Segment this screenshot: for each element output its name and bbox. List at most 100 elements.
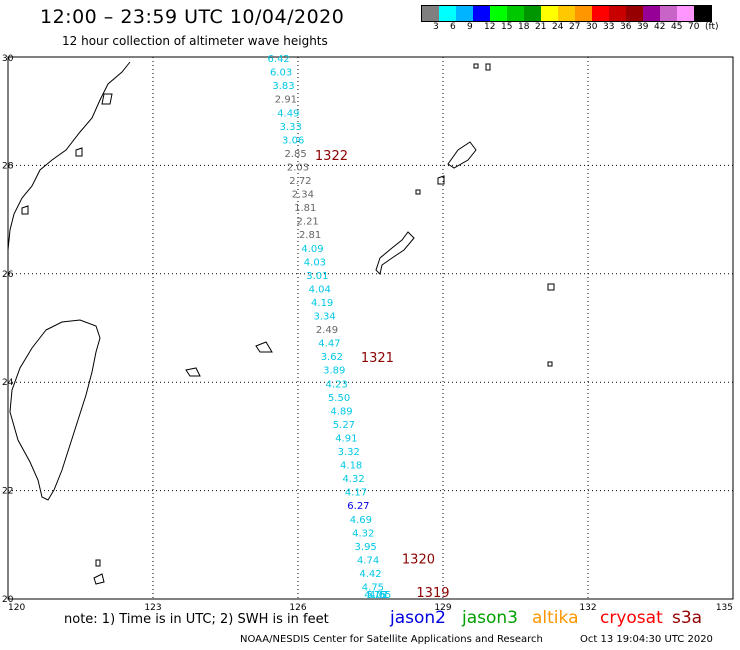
wave-height-point: 4.75 — [364, 590, 386, 601]
wave-height-point: 4.19 — [311, 298, 333, 309]
wave-height-point: 2.34 — [292, 190, 314, 201]
colorbar-label: 30 — [586, 22, 598, 32]
jason2-track: 6.42 6.03 3.83 2.91 4.49 3.33 3.06 2.85 2.03 2.72… — [268, 54, 392, 601]
wave-height-point: 2.91 — [275, 95, 297, 106]
taiwan-coastline — [9, 319, 101, 501]
wave-height-colorbar — [421, 5, 712, 22]
legend-cryosat: cryosat — [600, 608, 663, 628]
latitude-label: 20 — [2, 595, 14, 605]
colorbar-swatch — [524, 6, 541, 21]
colorbar-swatch — [677, 6, 694, 21]
wave-height-point: 6.42 — [268, 54, 290, 65]
wave-height-point: 4.03 — [304, 257, 326, 268]
longitude-label: 123 — [144, 603, 161, 613]
wave-height-point: 4.49 — [277, 108, 299, 119]
colorbar-swatch — [541, 6, 558, 21]
map-frame — [7, 56, 734, 600]
wave-height-point: 3.62 — [321, 352, 343, 363]
landmasses — [7, 61, 555, 585]
colorbar-label: 39 — [637, 22, 649, 32]
colorbar-swatch — [558, 6, 575, 21]
colorbar-swatch — [439, 6, 456, 21]
wave-height-point: 2.81 — [299, 230, 321, 241]
longitude-label: 135 — [716, 603, 733, 613]
colorbar-label: 12 — [484, 22, 496, 32]
legend-jason2: jason2 — [390, 608, 446, 628]
colorbar-label: (ft) — [705, 22, 719, 32]
wave-height-point: 4.75 — [362, 583, 384, 594]
colorbar-label: 3 — [433, 22, 439, 32]
longitude-label: 129 — [434, 603, 451, 613]
map-subtitle: 12 hour collection of altimeter wave hei… — [62, 34, 328, 48]
legend-altika: altika — [532, 608, 579, 628]
wave-height-point: 4.09 — [301, 244, 323, 255]
colorbar-label: 45 — [671, 22, 683, 32]
latitude-label: 28 — [2, 161, 14, 171]
wave-height-point: 3.33 — [280, 122, 302, 133]
wave-height-point: 3.89 — [323, 366, 345, 377]
latitude-label: 22 — [2, 487, 13, 497]
colorbar-swatch — [456, 6, 473, 21]
colorbar-swatch — [694, 6, 711, 21]
map-title: 12:00 – 23:59 UTC 10/04/2020 — [40, 6, 345, 28]
tokara-islets — [415, 63, 491, 195]
colorbar-label: 15 — [501, 22, 513, 32]
wave-height-point: 4.65 — [369, 590, 391, 601]
wave-height-point: 4.32 — [342, 474, 364, 485]
axis-labels: 120 123 126 129 132 135 30 28 26 24 22 20 — [2, 54, 733, 613]
wave-height-point: 1.81 — [294, 203, 316, 214]
wave-height-point: 3.34 — [313, 312, 335, 323]
colorbar-swatch — [575, 6, 592, 21]
colorbar-label: 18 — [518, 22, 530, 32]
colorbar-swatch — [473, 6, 490, 21]
colorbar-label: 6 — [450, 22, 456, 32]
wave-height-point: 3.01 — [306, 271, 328, 282]
colorbar-label: 27 — [569, 22, 581, 32]
colorbar-swatch — [609, 6, 626, 21]
colorbar-swatch — [660, 6, 677, 21]
colorbar-swatch — [507, 6, 524, 21]
miyako-coastline — [185, 367, 201, 377]
wave-height-point: 4.42 — [359, 569, 381, 580]
time-marker-label: 1320 — [402, 552, 435, 567]
colorbar-swatch — [422, 6, 439, 21]
footer-credit: NOAA/NESDIS Center for Satellite Applica… — [240, 634, 543, 645]
time-markers: 1322 1321 1320 1319 — [315, 149, 450, 601]
colorbar-label: 33 — [603, 22, 615, 32]
wave-height-point: 4.04 — [309, 284, 331, 295]
wave-height-point: 2.72 — [289, 176, 311, 187]
wave-height-point: 2.85 — [284, 149, 306, 160]
footer-timestamp: Oct 13 19:04:30 UTC 2020 — [580, 634, 713, 645]
time-marker-label: 1321 — [361, 351, 394, 366]
longitude-label: 120 — [8, 603, 25, 613]
wave-height-point: 6.03 — [270, 68, 292, 79]
wave-height-point: 6.27 — [347, 501, 369, 512]
colorbar-label: 9 — [467, 22, 473, 32]
wave-height-point: 2.49 — [316, 325, 338, 336]
colorbar-label: 70 — [688, 22, 700, 32]
longitude-label: 126 — [289, 603, 306, 613]
latitude-label: 26 — [2, 270, 14, 280]
wave-height-point: 4.17 — [345, 488, 367, 499]
colorbar-swatch — [592, 6, 609, 21]
wave-height-point: 5.27 — [333, 420, 355, 431]
wave-height-point: 4.89 — [330, 406, 352, 417]
time-marker-label: 1322 — [315, 149, 348, 164]
okinawa-coastline — [375, 231, 415, 275]
colorbar-labels: 3 6 9 12 15 18 21 24 27 30 33 36 39 42 45 70 (ft) — [421, 22, 740, 34]
amami-coastline — [447, 141, 477, 169]
legend-s3a: s3a — [672, 608, 703, 628]
wave-height-point: 5.50 — [328, 393, 350, 404]
latitude-label: 24 — [2, 378, 14, 388]
wave-height-point: 4.23 — [326, 379, 348, 390]
wave-height-point: 3.95 — [355, 542, 377, 553]
colorbar-swatch — [643, 6, 660, 21]
colorbar-label: 42 — [654, 22, 666, 32]
colorbar-swatch — [490, 6, 507, 21]
colorbar-label: 21 — [535, 22, 547, 32]
footer-note: note: 1) Time is in UTC; 2) SWH is in fe… — [64, 612, 329, 627]
wave-height-point: 4.74 — [357, 555, 379, 566]
wave-height-point: 3.83 — [272, 81, 294, 92]
southern-islets — [93, 283, 555, 585]
